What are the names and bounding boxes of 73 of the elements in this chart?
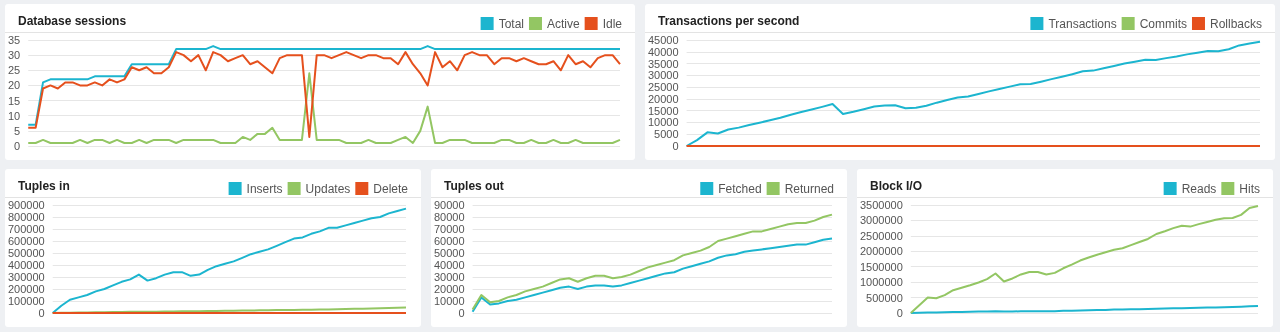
y-tick-label: 5 (14, 124, 21, 137)
y-tick-label: 80000 (433, 211, 465, 223)
y-tick-label: 1500000 (860, 260, 903, 273)
y-tick-label: 600000 (7, 235, 45, 247)
legend-label: Rollbacks (1209, 16, 1263, 31)
line-series (909, 304, 1259, 314)
line-series (471, 213, 833, 311)
y-tick-label: 800000 (7, 211, 45, 223)
y-tick-label: 15000 (647, 104, 679, 117)
line-series (685, 40, 1261, 147)
y-tick-label: 0 (896, 307, 903, 319)
legend-label: Transactions (1048, 16, 1117, 31)
y-tick-label: 30000 (647, 69, 679, 82)
legend-label: Active (546, 16, 580, 31)
legend-label: Returned (784, 181, 835, 196)
y-tick-label: 35 (7, 34, 21, 46)
y-tick-label: 90000 (433, 199, 465, 211)
line-series (27, 72, 621, 144)
y-tick-label: 70000 (433, 223, 465, 235)
line-series (471, 237, 833, 313)
y-tick-label: 25 (7, 64, 21, 77)
legend-label: Idle (602, 16, 623, 31)
y-tick-label: 50000 (433, 247, 465, 259)
y-tick-label: 40000 (433, 259, 465, 271)
y-tick-label: 900000 (7, 199, 45, 211)
y-tick-label: 2500000 (860, 229, 903, 242)
line-series (27, 45, 621, 126)
y-tick-label: 45000 (647, 34, 679, 46)
y-tick-label: 300000 (7, 271, 45, 283)
y-tick-label: 10000 (433, 295, 465, 307)
y-tick-label: 500000 (7, 247, 45, 259)
y-tick-label: 20 (7, 79, 21, 92)
y-tick-label: 20000 (647, 92, 679, 105)
y-tick-label: 400000 (7, 259, 45, 271)
y-tick-label: 10000 (647, 116, 679, 129)
y-tick-label: 500000 (866, 291, 903, 304)
chart-title: Tuples out (444, 179, 504, 193)
y-tick-label: 1000000 (860, 276, 903, 289)
line-series (909, 204, 1259, 314)
y-tick-label: 200000 (7, 283, 45, 295)
chart-title: Block I/O (870, 179, 923, 193)
y-tick-label: 0 (14, 140, 21, 152)
legend-label: Hits (1239, 181, 1261, 196)
y-tick-label: 40000 (647, 45, 679, 58)
y-tick-label: 30000 (433, 271, 465, 283)
y-tick-label: 5000 (654, 128, 679, 141)
legend-label: Commits (1139, 16, 1187, 31)
legend-label: Reads (1181, 181, 1217, 196)
y-tick-label: 30 (7, 49, 21, 62)
line-series (27, 51, 621, 138)
y-tick-label: 35000 (647, 57, 679, 70)
y-tick-label: 60000 (433, 235, 465, 247)
chart-title: Database sessions (18, 14, 127, 28)
legend-label: Delete (373, 181, 409, 196)
y-tick-label: 100000 (7, 295, 45, 307)
chart-title: Transactions per second (658, 14, 800, 28)
legend-label: Total (498, 16, 524, 31)
legend-label: Inserts (246, 181, 283, 196)
legend-label: Updates (305, 181, 351, 196)
y-tick-label: 3000000 (860, 214, 903, 227)
y-tick-label: 25000 (647, 81, 679, 94)
y-tick-label: 0 (672, 140, 679, 152)
y-tick-label: 20000 (433, 283, 465, 295)
legend-label: Fetched (718, 181, 762, 196)
y-tick-label: 2000000 (860, 245, 903, 258)
chart-title: Tuples in (18, 179, 70, 193)
y-tick-label: 700000 (7, 223, 45, 235)
y-tick-label: 0 (38, 307, 45, 319)
y-tick-label: 15 (7, 94, 21, 107)
y-tick-label: 3500000 (860, 199, 903, 211)
y-tick-label: 10 (7, 109, 21, 122)
y-tick-label: 0 (458, 307, 465, 319)
line-series (51, 207, 407, 314)
